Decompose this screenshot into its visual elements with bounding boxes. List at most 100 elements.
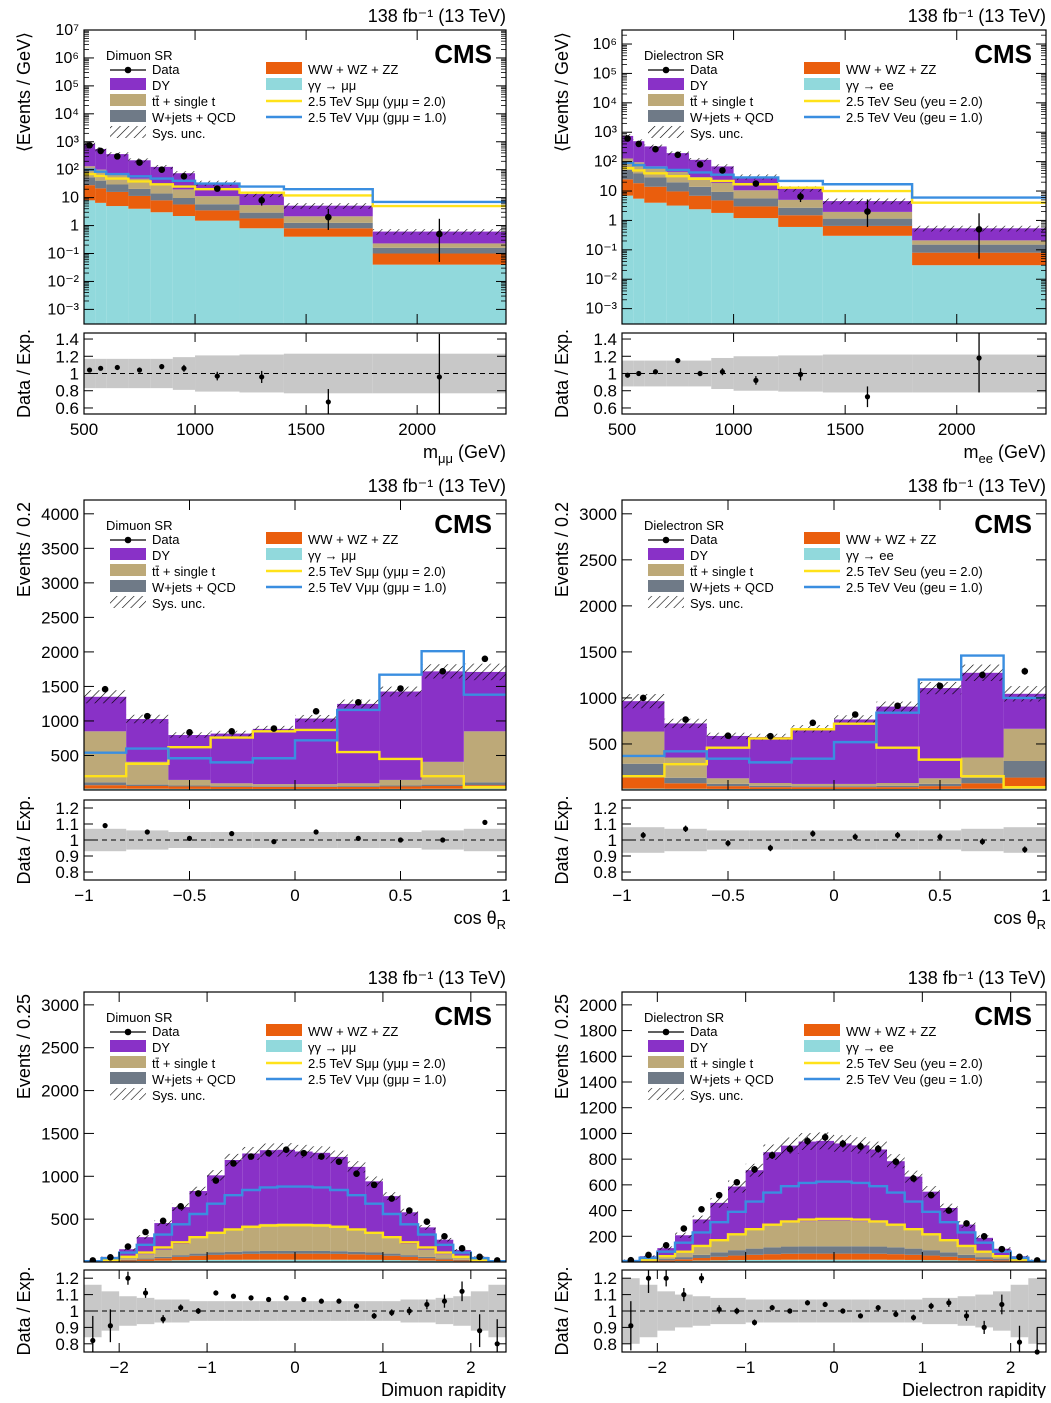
data-point	[716, 1192, 723, 1199]
data-point	[937, 683, 944, 690]
data-point	[734, 1179, 741, 1186]
bar-wjets	[816, 1246, 834, 1253]
bar-wjets	[128, 189, 150, 196]
y-tick-label: 10³	[594, 124, 618, 141]
bar-diboson	[190, 1256, 208, 1260]
y-tick-label: 1800	[579, 1022, 617, 1041]
bar-wjets	[734, 198, 779, 206]
legend-label: WW + WZ + ZZ	[308, 532, 398, 547]
ratio-y-tick-label: 1.4	[55, 330, 79, 349]
data-point	[645, 1252, 652, 1259]
data-point	[248, 1153, 255, 1160]
data-point	[230, 1160, 237, 1167]
ratio-point	[301, 1297, 306, 1302]
data-point	[142, 1229, 149, 1236]
region-label: Dielectron SR	[644, 518, 724, 533]
y-tick-label: 1000	[41, 1167, 79, 1186]
data-point	[397, 685, 404, 692]
bar-ttbar	[260, 1224, 278, 1251]
bar-ttbar	[330, 1225, 348, 1251]
bar-ttbar	[869, 1223, 887, 1247]
legend-label: 2.5 TeV Sμμ (yμμ = 2.0)	[308, 564, 446, 579]
legend-swatch-diboson	[266, 62, 302, 74]
data-point	[439, 668, 446, 675]
y-tick-label: 1600	[579, 1047, 617, 1066]
bar-wjets	[207, 1252, 225, 1254]
bar-diboson	[834, 1254, 852, 1260]
bar-ttbar	[464, 731, 506, 782]
bar-diboson	[675, 1259, 693, 1261]
panel-costheta_ee: 500100015002000250030000.80.911.11.2−1−0…	[552, 476, 1051, 932]
ratio-point	[641, 833, 646, 838]
data-point	[753, 180, 760, 187]
x-tick-label: 0	[829, 1358, 838, 1377]
data-point	[875, 1146, 882, 1153]
y-tick-label: 10⁻²	[47, 273, 79, 290]
ratio-y-tick-label: 0.6	[55, 399, 79, 418]
data-point	[864, 208, 871, 215]
bar-diboson	[84, 785, 126, 788]
x-axis-label: cos θR	[994, 908, 1046, 932]
bar-wjets	[137, 1259, 155, 1260]
main-plot-area	[84, 651, 506, 790]
y-tick-label: 10⁴	[592, 95, 617, 112]
bar-wjets	[337, 786, 379, 787]
bar-wjets	[961, 778, 1003, 784]
y-tick-label: 10⁴	[54, 106, 79, 123]
legend-label: W+jets + QCD	[152, 110, 236, 125]
legend-swatch-dy	[110, 78, 146, 90]
x-tick-label: 0.5	[389, 886, 413, 905]
data-point	[787, 1146, 794, 1153]
ratio-point	[770, 1305, 775, 1310]
data-point	[424, 1218, 431, 1225]
bar-wjets	[242, 1251, 260, 1254]
bar-diboson	[958, 1258, 976, 1261]
ratio-point	[698, 371, 703, 376]
bar-ttbar	[834, 784, 876, 786]
legend-label: 2.5 TeV Seu (yeu = 2.0)	[846, 94, 983, 109]
y-axis-label: Events / 0.2	[14, 502, 34, 597]
bar-diboson	[664, 783, 706, 789]
bar-dy	[792, 729, 834, 784]
bar-wjets	[657, 1259, 675, 1260]
legend-label: tt̄ + single t	[152, 1056, 216, 1071]
bar-diboson	[657, 1260, 675, 1261]
data-point	[353, 1170, 360, 1177]
bar-dy	[746, 1170, 764, 1229]
bar-diboson	[348, 1254, 366, 1259]
legend-swatch-wjets	[110, 580, 146, 592]
data-point	[436, 231, 443, 238]
y-tick-label: 1500	[579, 643, 617, 662]
data-point	[265, 1150, 272, 1157]
data-point	[300, 1150, 307, 1157]
ratio-point	[823, 1302, 828, 1307]
bar-diboson	[211, 787, 253, 789]
bar-ttbar	[401, 1244, 419, 1255]
x-tick-label: 2	[1006, 1358, 1015, 1377]
bar-diboson	[993, 1260, 1011, 1261]
ratio-point	[683, 826, 688, 831]
bar-diboson	[816, 1254, 834, 1260]
bar-wjets	[195, 204, 239, 210]
ratio-y-axis-label: Data / Exp.	[552, 1266, 572, 1355]
y-tick-label: 1000	[579, 689, 617, 708]
bar-wjets	[464, 782, 506, 785]
bar-ttbar	[664, 758, 706, 778]
bar-ttbar	[154, 1250, 172, 1257]
y-tick-label: 600	[589, 1176, 617, 1195]
y-axis-label: Events / 0.2	[552, 502, 572, 597]
ratio-point	[437, 374, 442, 379]
legend-swatch-dy	[110, 548, 146, 560]
panel-costheta_mumu: 50010001500200025003000350040000.80.911.…	[14, 476, 511, 932]
bar-wjets	[633, 173, 644, 183]
panel-rap_mumu: 500100015002000250030000.80.911.11.2−2−1…	[14, 968, 506, 1398]
bar-wjets	[401, 1255, 419, 1257]
sys-unc-hatch	[675, 1233, 693, 1238]
ratio-point	[980, 839, 985, 844]
bar-wjets	[106, 185, 128, 192]
bar-diboson	[887, 1254, 905, 1260]
bar-wjets	[330, 1251, 348, 1254]
bar-wjets	[295, 786, 337, 787]
legend-label: Data	[152, 1024, 180, 1039]
legend-label: tt̄ + single t	[690, 564, 754, 579]
